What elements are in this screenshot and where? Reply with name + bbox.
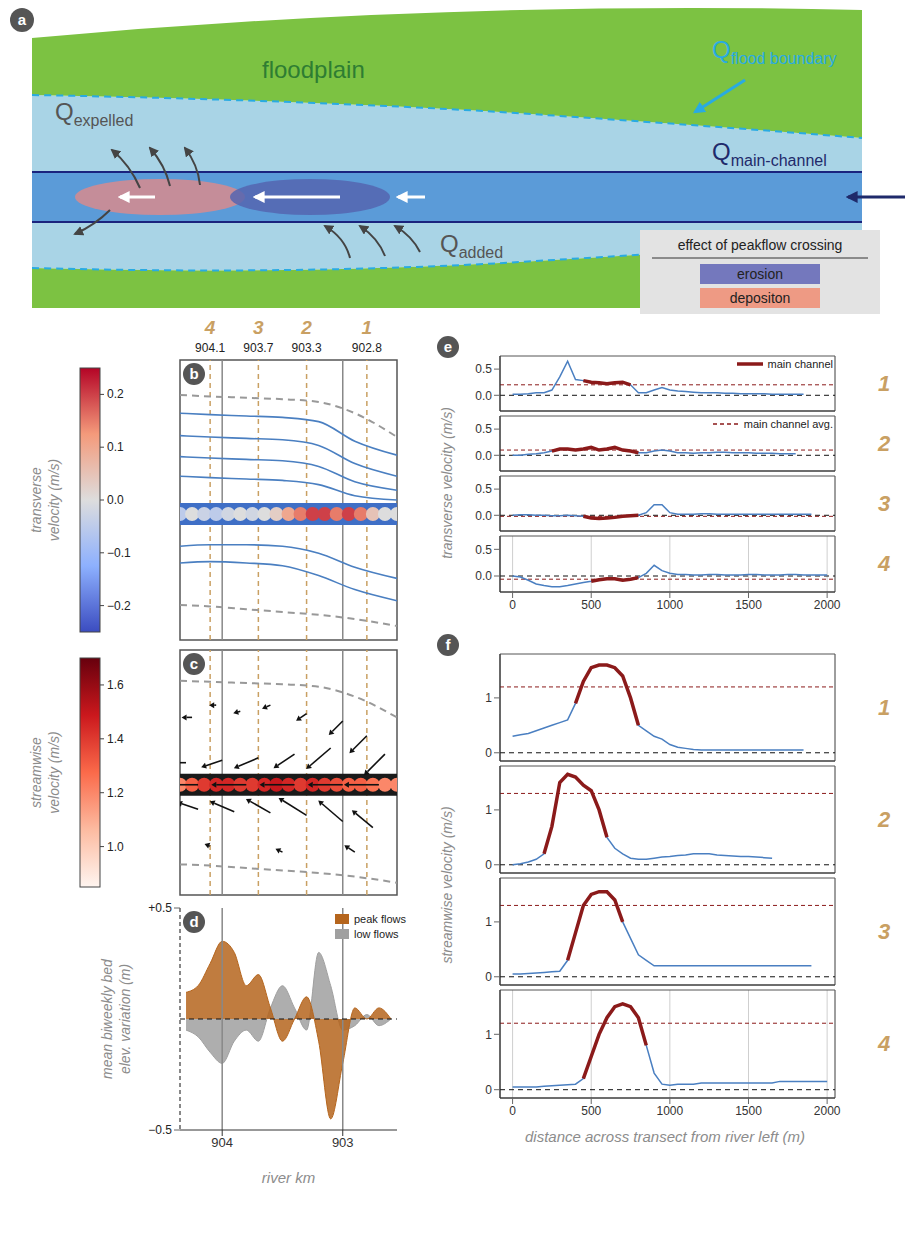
svg-text:0.0: 0.0 bbox=[475, 569, 492, 583]
svg-text:0.0: 0.0 bbox=[475, 509, 492, 523]
html-text:1: 1 bbox=[877, 370, 891, 396]
svg-text:500: 500 bbox=[581, 598, 601, 612]
svg-text:0.5: 0.5 bbox=[475, 362, 492, 376]
svg-text:0: 0 bbox=[485, 858, 492, 872]
svg-text:mean biweekly bed: mean biweekly bed bbox=[99, 958, 115, 1079]
svg-text:−0.2: −0.2 bbox=[107, 599, 131, 613]
svg-text:0: 0 bbox=[485, 970, 492, 984]
html-text:low flows: low flows bbox=[354, 927, 399, 940]
svg-text:0.5: 0.5 bbox=[475, 543, 492, 557]
html-text:river km: river km bbox=[261, 1169, 316, 1186]
svg-text:Qmain-channel: Qmain-channel bbox=[712, 138, 827, 169]
html-text:c: c bbox=[189, 655, 199, 672]
svg-text:elev. variation (m): elev. variation (m) bbox=[117, 964, 133, 1074]
svg-text:+0.5: +0.5 bbox=[148, 901, 172, 915]
svg-text:903.3: 903.3 bbox=[292, 341, 322, 355]
html-text:distance across transect from: distance across transect from river left… bbox=[525, 1128, 805, 1145]
svg-text:streamwise velocity (m/s): streamwise velocity (m/s) bbox=[439, 806, 455, 963]
svg-text:velocity (m/s): velocity (m/s) bbox=[46, 731, 62, 813]
svg-text:2000: 2000 bbox=[814, 1104, 841, 1118]
html-text:4: 4 bbox=[877, 551, 891, 576]
svg-text:Qexpelled: Qexpelled bbox=[55, 98, 133, 129]
svg-text:0.0: 0.0 bbox=[475, 389, 492, 403]
svg-text:1000: 1000 bbox=[657, 1104, 684, 1118]
svg-text:depositon: depositon bbox=[730, 290, 791, 306]
svg-text:903: 903 bbox=[332, 1135, 354, 1150]
svg-text:Qadded: Qadded bbox=[440, 230, 503, 261]
svg-text:1500: 1500 bbox=[735, 598, 762, 612]
svg-text:1: 1 bbox=[485, 915, 492, 929]
html-text:1: 1 bbox=[877, 694, 891, 720]
svg-text:erosion: erosion bbox=[737, 266, 783, 282]
svg-text:4: 4 bbox=[204, 317, 216, 338]
svg-text:streamwise: streamwise bbox=[28, 737, 44, 808]
svg-text:−0.1: −0.1 bbox=[107, 546, 131, 560]
svg-text:1: 1 bbox=[362, 317, 373, 338]
svg-text:floodplain: floodplain bbox=[262, 56, 365, 83]
svg-text:1.0: 1.0 bbox=[107, 840, 124, 854]
svg-text:0.1: 0.1 bbox=[107, 440, 124, 454]
svg-text:2000: 2000 bbox=[814, 598, 841, 612]
svg-text:904: 904 bbox=[211, 1135, 233, 1150]
svg-text:0: 0 bbox=[509, 1104, 516, 1118]
svg-text:902.8: 902.8 bbox=[352, 341, 382, 355]
svg-text:1.6: 1.6 bbox=[107, 678, 124, 692]
svg-text:1500: 1500 bbox=[735, 1104, 762, 1118]
svg-text:0.2: 0.2 bbox=[107, 387, 124, 401]
svg-text:a: a bbox=[18, 11, 27, 28]
html-text:peak flows: peak flows bbox=[354, 912, 406, 925]
svg-text:0: 0 bbox=[485, 746, 492, 760]
svg-text:0.0: 0.0 bbox=[475, 449, 492, 463]
svg-text:transverse: transverse bbox=[28, 467, 44, 533]
svg-text:1: 1 bbox=[485, 1028, 492, 1042]
html-text:main channel avg.: main channel avg. bbox=[743, 418, 833, 430]
svg-text:0.5: 0.5 bbox=[475, 422, 492, 436]
svg-text:904.1: 904.1 bbox=[195, 341, 225, 355]
svg-text:0: 0 bbox=[509, 598, 516, 612]
html-text:e: e bbox=[443, 338, 453, 355]
svg-text:−0.5: −0.5 bbox=[148, 1123, 172, 1137]
svg-text:2: 2 bbox=[300, 317, 312, 338]
svg-text:0.0: 0.0 bbox=[107, 493, 124, 507]
svg-text:1.4: 1.4 bbox=[107, 732, 124, 746]
html-text:3: 3 bbox=[877, 490, 891, 516]
svg-text:3: 3 bbox=[253, 317, 264, 338]
html-text:4: 4 bbox=[877, 1031, 891, 1056]
html-text:2: 2 bbox=[877, 806, 891, 832]
svg-text:1.2: 1.2 bbox=[107, 786, 124, 800]
html-text:d: d bbox=[189, 913, 199, 930]
svg-text:velocity (m/s): velocity (m/s) bbox=[46, 459, 62, 541]
svg-text:1: 1 bbox=[485, 803, 492, 817]
html-text:b: b bbox=[189, 365, 199, 382]
svg-text:500: 500 bbox=[581, 1104, 601, 1118]
html-text:f: f bbox=[445, 636, 451, 653]
html-text:3: 3 bbox=[877, 918, 891, 944]
html-text:main channel: main channel bbox=[767, 358, 833, 370]
html-text:2: 2 bbox=[877, 430, 891, 456]
svg-text:1000: 1000 bbox=[657, 598, 684, 612]
svg-text:effect of peakflow crossing: effect of peakflow crossing bbox=[678, 237, 843, 253]
svg-text:transverse velocity (m/s): transverse velocity (m/s) bbox=[439, 407, 455, 559]
svg-text:903.7: 903.7 bbox=[243, 341, 273, 355]
svg-text:0.5: 0.5 bbox=[475, 482, 492, 496]
svg-text:Qflood boundary: Qflood boundary bbox=[712, 36, 837, 67]
svg-text:0: 0 bbox=[485, 1083, 492, 1097]
svg-text:1: 1 bbox=[485, 691, 492, 705]
